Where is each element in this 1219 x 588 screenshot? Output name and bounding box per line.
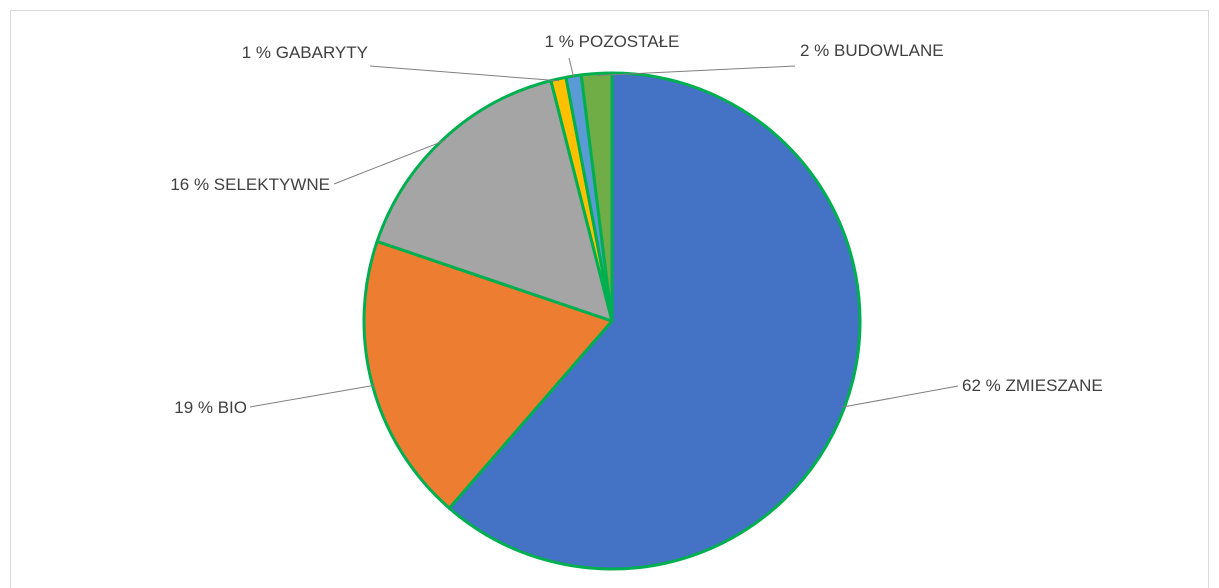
leader-line-gabaryty	[369, 65, 559, 82]
data-label-gabaryty: 1 % GABARYTY	[242, 43, 368, 62]
pie-slice-selektywne	[375, 79, 614, 323]
pie-slice-budowlane	[579, 71, 614, 323]
data-label-zmieszane: 62 % ZMIESZANE	[962, 376, 1103, 395]
data-label-selektywne: 16 % SELEKTYWNE	[170, 175, 330, 194]
leader-line-bio	[249, 384, 375, 408]
data-label-pozostałe: 1 % POZOSTAŁE	[545, 32, 680, 51]
data-label-budowlane: 2 % BUDOWLANE	[800, 41, 944, 60]
pie-slice-zmieszane	[447, 71, 862, 571]
leader-line-pozostałe	[568, 57, 575, 79]
leader-line-selektywne	[333, 139, 446, 185]
leader-line-budowlane	[596, 65, 796, 76]
leader-line-zmieszane	[842, 385, 959, 408]
data-label-bio: 19 % BIO	[174, 398, 247, 417]
